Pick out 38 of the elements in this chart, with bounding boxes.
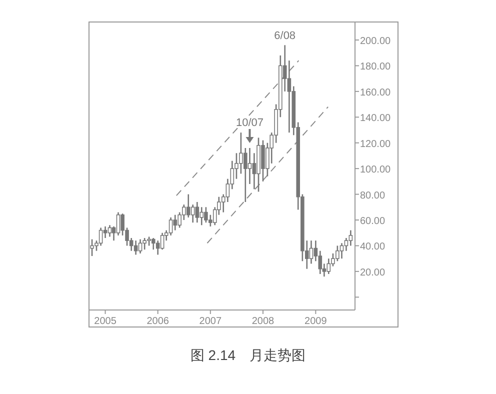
annotation: 6/08 (274, 30, 296, 42)
candlestick (98, 227, 103, 246)
candlestick (340, 242, 344, 260)
candlestick (186, 194, 190, 218)
candlestick (200, 206, 204, 226)
candlestick (134, 240, 138, 256)
candlestick (168, 216, 173, 236)
candlestick (190, 204, 195, 224)
candlestick (108, 224, 112, 238)
x-tick-label: 2009 (304, 316, 328, 327)
y-tick-label: 20.00 (360, 267, 386, 278)
y-tick-label: 120.00 (360, 138, 392, 150)
candlestick (248, 147, 252, 185)
y-tick-label: 140.00 (360, 113, 392, 124)
candlestick (348, 230, 353, 246)
candlestick (344, 237, 348, 252)
y-tick-label: 200.00 (360, 36, 392, 47)
annotation: 10/07 (236, 117, 264, 129)
y-tick-label: 160.00 (360, 87, 392, 98)
candlestick (326, 258, 331, 275)
x-tick-label: 2005 (94, 316, 117, 327)
y-tick-label: 180.00 (360, 62, 392, 73)
x-tick-label: 2007 (199, 316, 222, 327)
y-tick-label: 80.00 (360, 190, 386, 202)
y-tick-label: 40.00 (360, 242, 386, 253)
x-tick-label: 2006 (146, 316, 170, 327)
candlestick (160, 232, 164, 250)
text: 图 2.14 月走势图 (190, 347, 306, 363)
candlestick (116, 212, 120, 236)
candlestick (151, 237, 156, 250)
candlestick (138, 238, 142, 254)
candlestick (195, 201, 200, 224)
candlestick (287, 60, 292, 134)
y-tick-label: 60.00 (360, 216, 386, 227)
candlestick (173, 214, 178, 231)
candlestick (309, 240, 314, 264)
x-tick-label: 2008 (252, 316, 275, 327)
y-tick-label: 100.00 (360, 164, 392, 176)
